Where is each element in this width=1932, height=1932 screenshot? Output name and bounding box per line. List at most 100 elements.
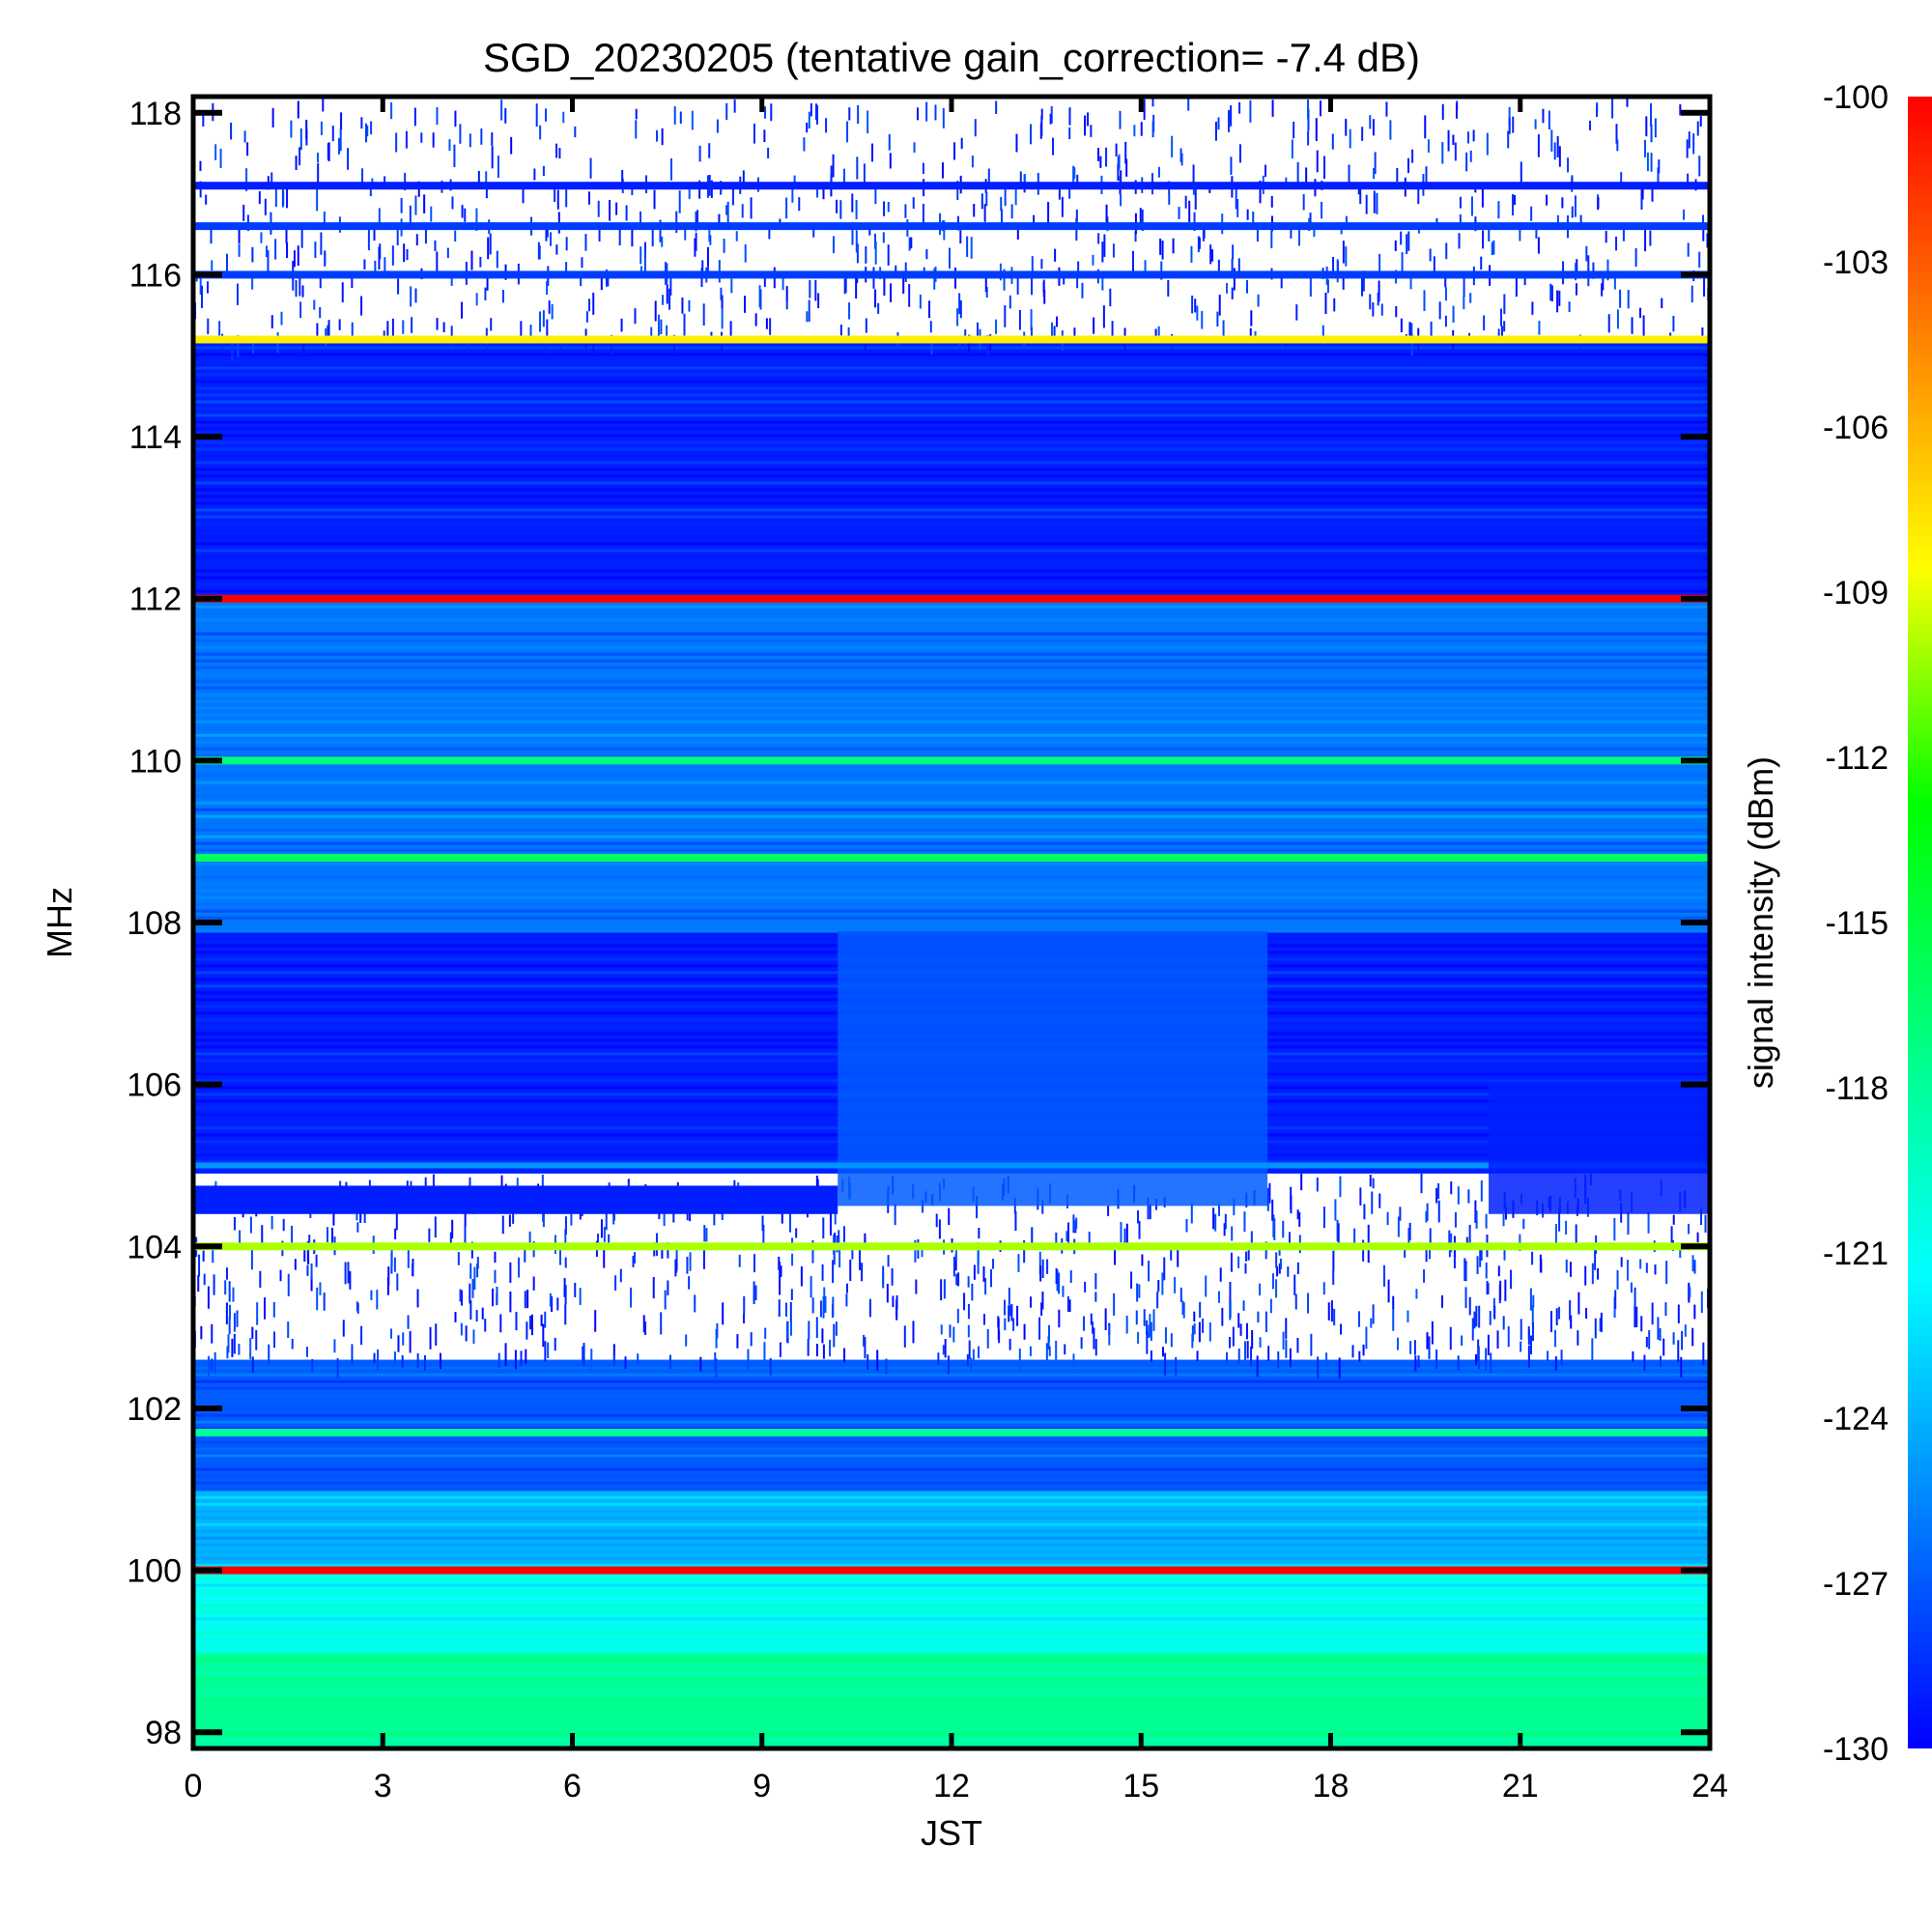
heat-speckle (1333, 298, 1336, 312)
heat-speckle (984, 271, 987, 293)
heat-speckle (1190, 245, 1193, 263)
heat-speckle (1620, 1257, 1623, 1267)
heat-speckle (1534, 119, 1537, 129)
heat-speckle (1459, 213, 1462, 229)
heat-speckle (1256, 1355, 1259, 1378)
heat-texture (193, 1400, 1710, 1404)
heat-speckle (1373, 167, 1376, 180)
heat-speckle (1191, 1325, 1194, 1342)
heat-speckle (953, 142, 956, 160)
heat-speckle (836, 199, 838, 213)
heat-speckle (1307, 108, 1310, 131)
heat-speckle (1445, 242, 1448, 260)
heat-speckle (565, 188, 568, 208)
heat-speckle (1677, 1304, 1680, 1323)
heat-speckle (839, 325, 842, 336)
heat-speckle (630, 1287, 633, 1308)
heat-texture (193, 848, 1710, 852)
heat-speckle (721, 308, 724, 329)
heat-speckle (1119, 110, 1122, 129)
heat-speckle (1229, 1299, 1232, 1321)
heat-texture (193, 1705, 1710, 1709)
heat-speckle (821, 1328, 824, 1344)
heat-speckle (251, 276, 254, 290)
heat-speckle (212, 1247, 214, 1264)
heat-speckle (1276, 1265, 1279, 1277)
heat-speckle (1217, 117, 1220, 130)
heat-speckle (662, 295, 665, 305)
heat-speckle (524, 1291, 526, 1309)
heat-speckle (656, 129, 659, 142)
heat-speckle (1504, 1279, 1507, 1301)
heat-speckle (842, 1226, 845, 1242)
heat-texture (193, 1461, 1710, 1464)
heat-speckle (548, 300, 551, 314)
heat-speckle (317, 163, 320, 186)
heat-texture (193, 1474, 1710, 1478)
heat-speckle (815, 1317, 818, 1339)
heat-speckle (1693, 1304, 1696, 1320)
heat-speckle (1502, 1213, 1505, 1227)
heat-speckle (242, 204, 245, 221)
heat-speckle (1245, 1322, 1248, 1340)
heat-speckle (429, 1326, 432, 1350)
y-tick-label: 112 (129, 582, 182, 618)
heat-speckle (238, 223, 241, 244)
heat-speckle (1426, 1203, 1429, 1221)
heat-speckle (666, 284, 668, 304)
heat-texture (193, 1604, 1710, 1607)
heat-speckle (703, 1225, 706, 1242)
heat-speckle (1348, 164, 1350, 187)
heat-speckle (631, 228, 634, 247)
heat-speckle (1679, 104, 1682, 116)
heat-speckle (846, 121, 849, 143)
heat-speckle (461, 1290, 464, 1306)
heat-speckle (481, 1307, 484, 1320)
heat-speckle (324, 253, 327, 265)
heat-speckle (973, 1264, 976, 1280)
heat-speckle (1616, 1269, 1619, 1290)
heat-speckle (1296, 161, 1299, 185)
heat-texture (193, 706, 1710, 710)
heat-speckle (966, 1354, 969, 1367)
heat-speckle (1426, 1332, 1429, 1350)
heat-speckle (1068, 127, 1071, 140)
heat-speckle (1031, 256, 1034, 276)
heat-speckle (1137, 1331, 1140, 1344)
heat-speckle (370, 1290, 373, 1300)
heat-speckle (320, 232, 323, 255)
heat-speckle (1177, 1248, 1179, 1267)
heat-speckle (934, 104, 937, 121)
heat-speckle (1649, 230, 1652, 246)
heat-speckle (207, 318, 210, 335)
heat-speckle (1444, 272, 1447, 288)
heat-speckle (410, 286, 412, 307)
heat-speckle (1408, 322, 1411, 336)
heat-speckle (1042, 281, 1045, 293)
heat-speckle (1058, 1309, 1061, 1328)
heat-speckle (1094, 1339, 1097, 1356)
heat-speckle (1256, 223, 1259, 242)
heat-texture (193, 1577, 1710, 1580)
heat-speckle (469, 1177, 471, 1190)
heat-speckle (1289, 1348, 1292, 1368)
heat-speckle (499, 1314, 502, 1333)
heat-texture (193, 713, 1710, 717)
heat-speckle (770, 103, 773, 122)
carrier-110 (193, 756, 1710, 765)
heat-speckle (857, 104, 860, 125)
heat-texture (193, 1549, 1710, 1553)
heat-speckle (563, 1278, 566, 1297)
heat-speckle (1691, 1327, 1694, 1347)
heat-speckle (1574, 195, 1577, 217)
heat-speckle (1420, 1173, 1423, 1194)
colorbar-tick-label: -115 (1825, 905, 1889, 942)
heat-speckle (1277, 1350, 1280, 1369)
heat-speckle (729, 321, 732, 344)
heat-speckle (1198, 237, 1201, 249)
heat-speckle (351, 322, 354, 342)
heat-speckle (264, 1297, 267, 1320)
heat-speckle (698, 145, 701, 162)
heat-speckle (842, 168, 845, 185)
heat-speckle (1641, 188, 1644, 200)
